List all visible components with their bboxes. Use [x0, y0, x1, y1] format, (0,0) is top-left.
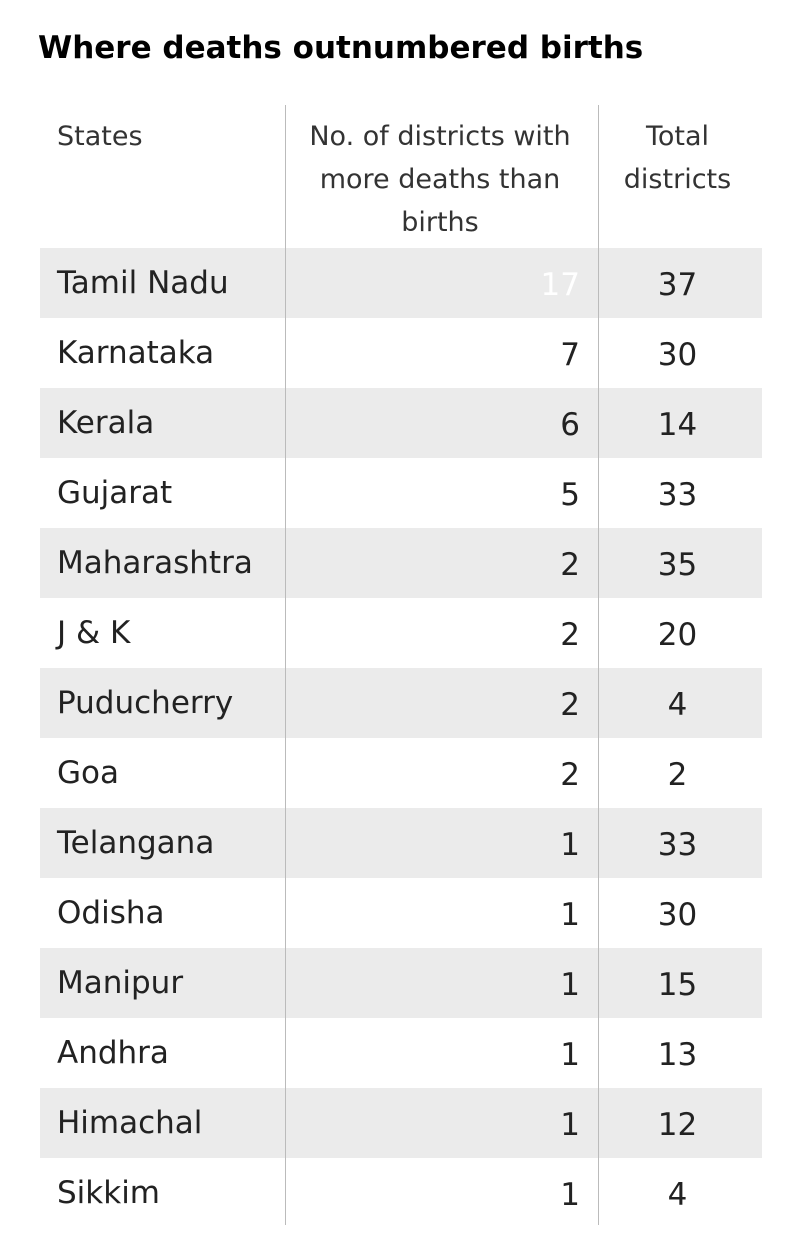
value-label: 1: [560, 967, 580, 1003]
column-header: Total districts: [623, 121, 732, 195]
state-label: Kerala: [57, 405, 155, 441]
value-label: 2: [560, 687, 580, 723]
total-label: 4: [667, 687, 688, 723]
total-label: 30: [657, 337, 698, 373]
state-label: Puducherry: [57, 685, 234, 721]
state-label: Karnataka: [57, 335, 215, 371]
value-label: 1: [560, 827, 580, 863]
total-label: 2: [667, 757, 688, 793]
total-label: 30: [657, 897, 698, 933]
row-band: [40, 528, 762, 598]
total-label: 14: [657, 407, 698, 443]
value-label: 5: [560, 477, 580, 513]
state-label: Himachal: [57, 1105, 203, 1141]
value-label: 1: [560, 897, 580, 933]
value-label: 1: [560, 1037, 580, 1073]
value-label: 1: [560, 1107, 580, 1143]
value-label: 17: [540, 267, 580, 303]
value-label: 6: [560, 407, 580, 443]
state-label: Tamil Nadu: [57, 265, 229, 301]
state-label: J & K: [57, 615, 131, 651]
value-label: 2: [560, 757, 580, 793]
total-label: 35: [657, 547, 698, 583]
row-band: [40, 668, 762, 738]
state-label: Gujarat: [57, 475, 173, 511]
value-label: 7: [560, 337, 580, 373]
column-divider: [285, 105, 286, 1225]
state-label: Andhra: [57, 1035, 169, 1071]
column-header: States: [57, 121, 143, 152]
row-band: [40, 948, 762, 1018]
row-band: [40, 808, 762, 878]
column-divider: [598, 105, 599, 1225]
state-label: Odisha: [57, 895, 165, 931]
state-label: Goa: [57, 755, 119, 791]
total-label: 33: [657, 827, 698, 863]
total-label: 15: [657, 967, 698, 1003]
state-label: Telangana: [57, 825, 215, 861]
total-label: 12: [657, 1107, 698, 1143]
value-label: 2: [560, 547, 580, 583]
column-header: No. of districts with more deaths than b…: [309, 121, 571, 238]
value-label: 1: [560, 1177, 580, 1213]
state-label: Manipur: [57, 965, 184, 1001]
total-label: 13: [657, 1037, 698, 1073]
row-band: [40, 248, 762, 318]
total-label: 37: [657, 267, 698, 303]
row-band: [40, 1088, 762, 1158]
total-label: 20: [657, 617, 698, 653]
total-label: 4: [667, 1177, 688, 1213]
value-label: 2: [560, 617, 580, 653]
total-label: 33: [657, 477, 698, 513]
row-band: [40, 388, 762, 458]
chart-title: Where deaths outnumbered births: [38, 30, 644, 66]
state-label: Sikkim: [57, 1175, 161, 1211]
state-label: Maharashtra: [57, 545, 253, 581]
